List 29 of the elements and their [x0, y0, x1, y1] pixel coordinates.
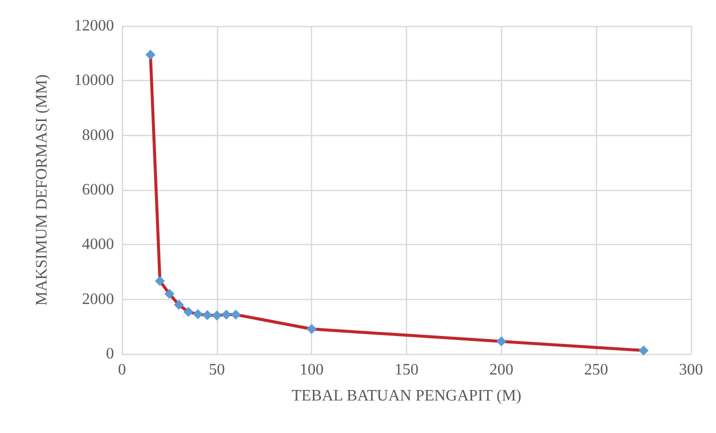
- y-tick-label: 2000: [82, 290, 114, 308]
- y-axis-title: MAKSIMUM DEFORMASI (MM): [34, 74, 50, 306]
- x-tick-label: 200: [489, 362, 514, 378]
- point: [496, 336, 506, 346]
- point: [221, 310, 232, 320]
- x-tick-label: 250: [584, 362, 608, 378]
- point: [174, 300, 184, 310]
- x-axis-title: TEBAL BATUAN PENGAPIT (M): [292, 388, 522, 404]
- y-tick-label: 8000: [82, 126, 114, 144]
- x-tick-label: 0: [118, 362, 126, 378]
- point: [164, 288, 174, 299]
- y-tick-label: 0: [106, 346, 114, 362]
- y-tick-label: 6000: [82, 182, 114, 198]
- x-tick-label: 100: [300, 362, 324, 378]
- point: [192, 309, 203, 320]
- point: [306, 324, 317, 334]
- point: [212, 310, 222, 320]
- y-tick-label: 12000: [74, 18, 114, 34]
- point: [154, 276, 165, 286]
- point: [202, 310, 212, 320]
- y-tick-label: 4000: [82, 236, 114, 254]
- point: [230, 310, 241, 320]
- point: [638, 345, 649, 356]
- x-tick-label: 50: [208, 362, 225, 378]
- point: [145, 50, 156, 60]
- x-tick-label: 300: [679, 362, 703, 378]
- point: [183, 306, 194, 317]
- y-tick-label: 10000: [74, 72, 114, 90]
- x-tick-label: 150: [394, 362, 418, 378]
